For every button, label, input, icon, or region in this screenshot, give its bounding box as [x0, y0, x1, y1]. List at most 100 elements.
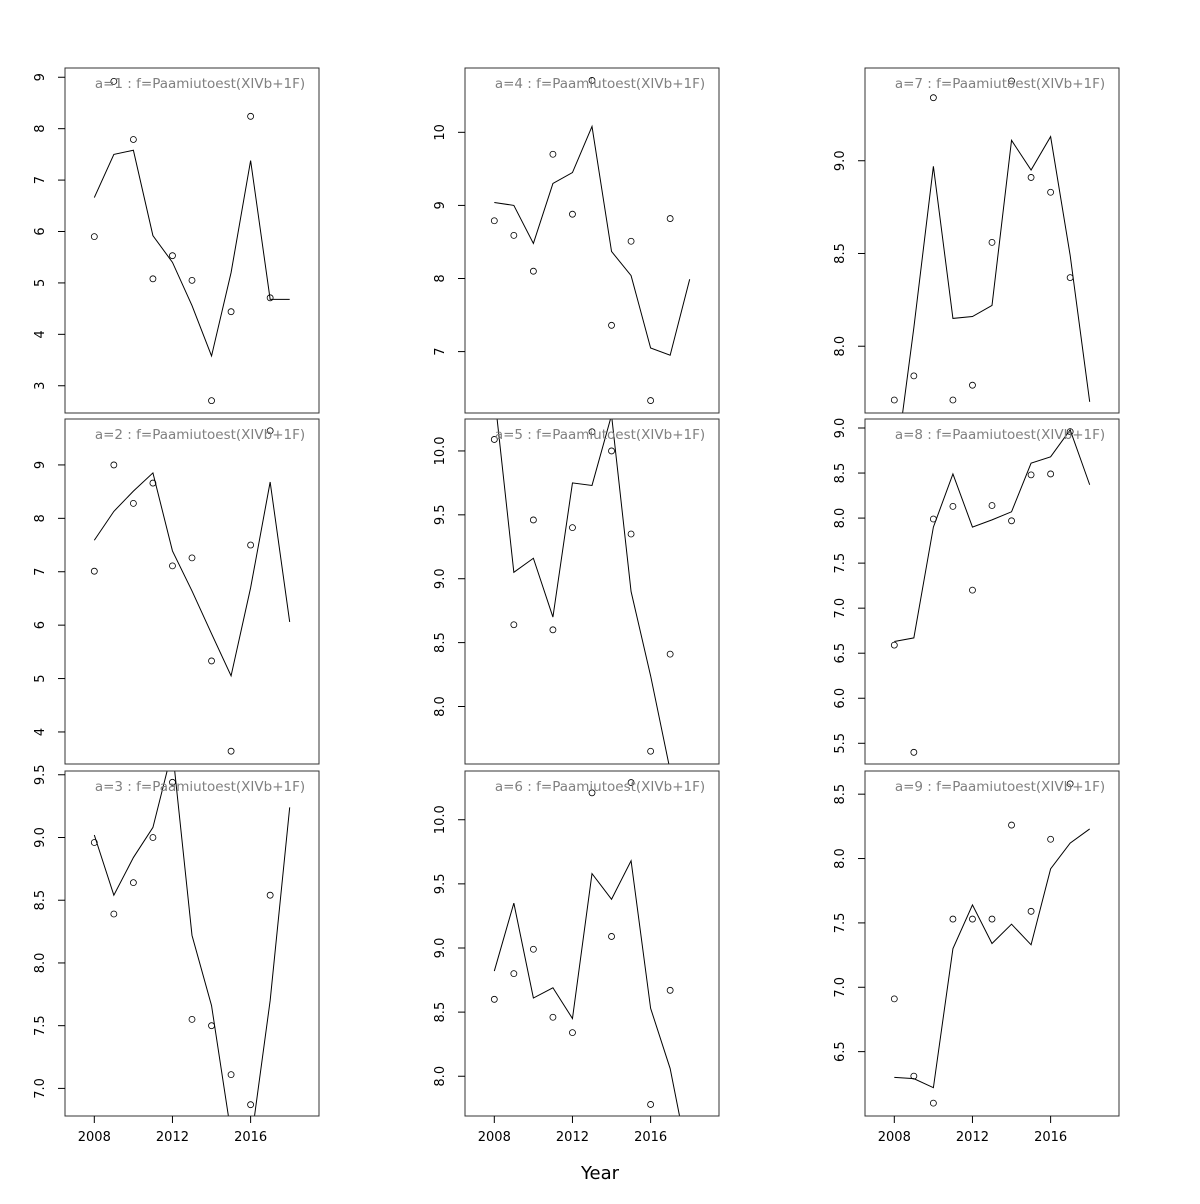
data-point [549, 150, 557, 158]
y-tick-label: 9.5 [433, 504, 448, 525]
data-point [969, 586, 976, 594]
data-point [890, 995, 898, 1003]
plot-frame [864, 67, 1120, 414]
data-point [910, 748, 918, 756]
y-tick-label: 7.5 [833, 913, 848, 934]
data-point [666, 215, 674, 222]
y-tick-label: 8 [33, 514, 48, 522]
data-point [969, 915, 976, 923]
panel-title: a=5 : f=Paamiutoest(XIVb+1F) [495, 427, 705, 443]
x-tick-label: 2016 [1034, 1130, 1067, 1145]
data-point [188, 1016, 196, 1023]
data-point [90, 839, 98, 846]
y-tick-label: 7.5 [833, 553, 848, 574]
data-point [188, 276, 196, 284]
data-point [247, 541, 255, 549]
data-point [110, 461, 118, 469]
data-point [129, 499, 137, 507]
data-point [929, 1099, 937, 1107]
y-tick-label: 8.0 [433, 1066, 448, 1087]
data-point [1066, 780, 1074, 788]
y-tick-label: 8.0 [833, 508, 848, 529]
data-point [549, 626, 557, 634]
panel-title: a=7 : f=Paamiutoest(XIVb+1F) [895, 76, 1105, 92]
plot-frame [864, 418, 1120, 765]
plot-frame [64, 67, 320, 414]
fitted-line [493, 859, 681, 1116]
y-tick-label: 8.5 [433, 1002, 448, 1023]
data-point [549, 1013, 557, 1021]
data-point [149, 275, 157, 283]
y-tick-label: 6.5 [833, 1041, 848, 1062]
x-axis-label: Year [580, 1163, 620, 1184]
y-tick-label: 9.0 [833, 150, 848, 171]
y-tick-label: 5.5 [833, 733, 848, 754]
fitted-line [894, 428, 1091, 642]
data-point [608, 933, 615, 940]
y-tick-label: 7.0 [33, 1078, 48, 1099]
panel [90, 427, 291, 755]
data-point [110, 77, 118, 85]
data-point [1008, 517, 1015, 525]
panel [490, 779, 681, 1116]
data-point [510, 621, 518, 629]
data-point [890, 396, 898, 404]
y-tick-label: 9.0 [33, 827, 48, 848]
y-tick-label: 8.5 [433, 632, 448, 653]
data-point [169, 252, 176, 260]
data-point [666, 650, 674, 658]
data-point [227, 308, 235, 316]
panel-title: a=1 : f=Paamiutoest(XIVb+1F) [95, 76, 305, 92]
data-point [227, 747, 235, 755]
data-point [188, 554, 196, 562]
data-point [569, 524, 576, 532]
data-point [529, 267, 537, 275]
data-point [529, 516, 537, 524]
y-tick-label: 4 [33, 728, 48, 736]
data-point [1047, 835, 1055, 843]
y-tick-label: 9.5 [433, 874, 448, 895]
plot-frame [464, 770, 720, 1117]
fitted-line [93, 471, 291, 678]
x-tick-label: 2008 [478, 1130, 511, 1145]
data-point [90, 567, 98, 575]
y-tick-label: 8 [33, 125, 48, 133]
data-point [490, 995, 498, 1003]
data-point [208, 1022, 215, 1030]
plot-frame [464, 418, 720, 765]
y-tick-label: 6 [33, 621, 48, 629]
data-point [169, 562, 176, 570]
y-tick-label: 4 [33, 330, 48, 338]
x-tick-label: 2008 [78, 1130, 111, 1145]
y-tick-label: 8 [433, 274, 448, 282]
fitted-line [496, 419, 670, 764]
y-tick-label: 6.5 [833, 643, 848, 664]
data-point [266, 891, 274, 899]
y-tick-label: 9.0 [433, 938, 448, 959]
panel [490, 419, 674, 764]
data-point [988, 502, 996, 509]
x-tick-label: 2016 [634, 1130, 667, 1145]
y-tick-label: 5 [33, 674, 48, 682]
y-tick-label: 7.0 [833, 598, 848, 619]
y-tick-label: 9 [33, 461, 48, 469]
fitted-line [93, 771, 291, 1116]
data-point [1066, 428, 1074, 436]
panel [490, 77, 691, 404]
data-point [588, 789, 596, 797]
panel [890, 780, 1090, 1107]
data-point [1047, 470, 1055, 478]
plot-frame [64, 770, 320, 1117]
data-point [1027, 471, 1035, 479]
fitted-line [894, 828, 1090, 1089]
data-point [608, 447, 615, 455]
fitted-line [494, 124, 691, 356]
panel-title: a=6 : f=Paamiutoest(XIVb+1F) [495, 779, 705, 795]
x-tick-label: 2012 [556, 1130, 589, 1145]
data-point [647, 1101, 655, 1108]
data-point [949, 915, 957, 923]
data-point [208, 657, 215, 665]
data-point [1027, 907, 1035, 915]
data-point [647, 397, 655, 404]
